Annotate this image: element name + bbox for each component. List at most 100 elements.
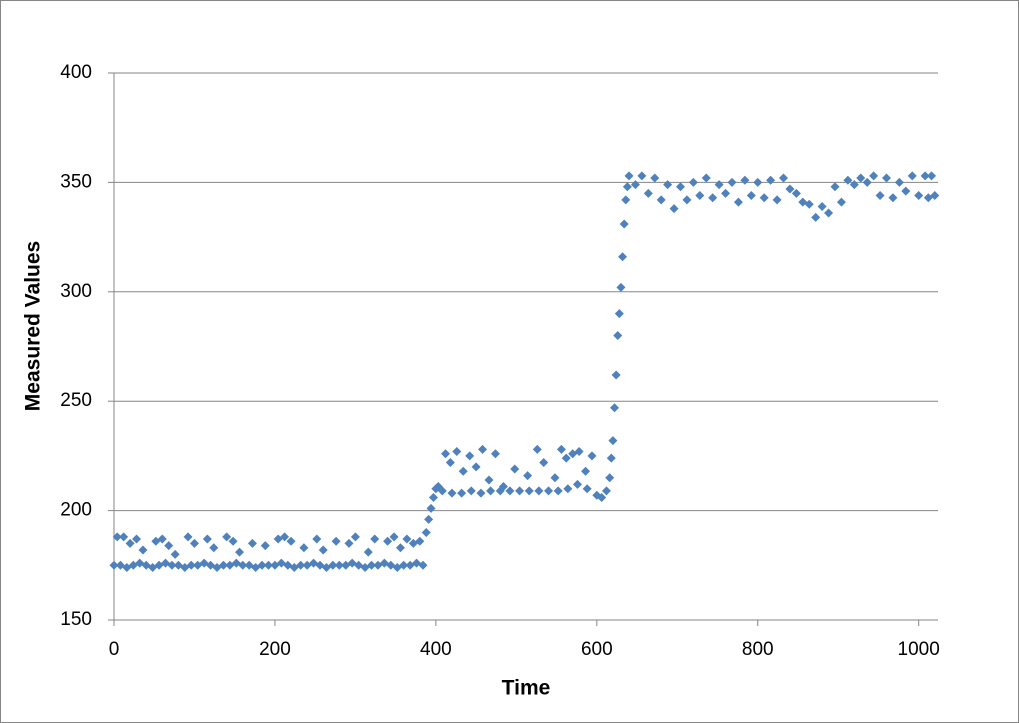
point bbox=[132, 534, 142, 544]
point bbox=[119, 532, 129, 542]
point bbox=[624, 171, 634, 181]
point bbox=[441, 449, 451, 459]
point bbox=[458, 466, 468, 476]
point bbox=[613, 331, 623, 341]
point bbox=[402, 534, 412, 544]
point bbox=[785, 184, 795, 194]
point bbox=[721, 188, 731, 198]
point bbox=[606, 453, 616, 463]
point bbox=[539, 457, 549, 467]
point bbox=[811, 212, 821, 222]
point bbox=[574, 447, 584, 457]
y-tick-label: 250 bbox=[60, 390, 92, 411]
point bbox=[532, 444, 542, 454]
point bbox=[189, 538, 199, 548]
point bbox=[447, 488, 457, 498]
point bbox=[238, 560, 248, 570]
point bbox=[484, 475, 494, 485]
point bbox=[222, 532, 232, 542]
point bbox=[286, 536, 296, 546]
point bbox=[331, 536, 341, 546]
x-tick-label: 200 bbox=[259, 639, 291, 660]
point bbox=[183, 532, 193, 542]
point bbox=[344, 538, 354, 548]
point bbox=[299, 543, 309, 553]
point bbox=[914, 191, 924, 201]
point bbox=[817, 201, 827, 211]
point bbox=[553, 486, 563, 496]
y-tick-label: 300 bbox=[60, 281, 92, 302]
point bbox=[587, 451, 597, 461]
point bbox=[669, 204, 679, 214]
point bbox=[573, 479, 582, 489]
point bbox=[556, 444, 566, 454]
point bbox=[927, 171, 937, 181]
point bbox=[471, 462, 481, 472]
point bbox=[727, 177, 737, 187]
point bbox=[740, 175, 750, 185]
point bbox=[415, 536, 425, 546]
point bbox=[424, 514, 434, 524]
point bbox=[421, 527, 431, 537]
point bbox=[437, 486, 447, 496]
point bbox=[663, 180, 673, 190]
point bbox=[882, 173, 891, 183]
point bbox=[561, 453, 571, 463]
point bbox=[581, 466, 591, 476]
point bbox=[733, 197, 743, 207]
point bbox=[428, 492, 438, 502]
point bbox=[618, 252, 628, 262]
point bbox=[622, 182, 632, 192]
point bbox=[614, 309, 624, 319]
point bbox=[186, 560, 196, 570]
point bbox=[247, 538, 257, 548]
point bbox=[334, 560, 344, 570]
x-tick-label: 600 bbox=[581, 639, 613, 660]
point bbox=[766, 175, 776, 185]
point bbox=[746, 191, 756, 201]
point bbox=[582, 484, 592, 494]
point bbox=[167, 560, 177, 570]
point bbox=[791, 188, 801, 198]
point bbox=[164, 541, 174, 551]
point bbox=[202, 534, 212, 544]
point bbox=[695, 191, 705, 201]
x-tick-label: 0 bbox=[109, 639, 120, 660]
point bbox=[550, 473, 560, 483]
point bbox=[363, 547, 373, 557]
y-tick-label: 350 bbox=[60, 171, 92, 192]
x-tick-label: 400 bbox=[420, 639, 452, 660]
point bbox=[869, 171, 879, 181]
point bbox=[907, 171, 917, 181]
point bbox=[260, 541, 270, 551]
point bbox=[637, 171, 647, 181]
point bbox=[597, 492, 607, 502]
point bbox=[759, 193, 769, 203]
x-axis-label: Time bbox=[502, 677, 551, 700]
y-tick-label: 150 bbox=[60, 609, 92, 630]
y-tick-label: 200 bbox=[60, 500, 92, 521]
x-tick-label: 1000 bbox=[898, 639, 940, 660]
point bbox=[708, 193, 718, 203]
point bbox=[498, 482, 508, 492]
point bbox=[418, 560, 428, 570]
point bbox=[465, 451, 475, 461]
point bbox=[608, 436, 618, 446]
point bbox=[616, 282, 626, 292]
point bbox=[515, 486, 525, 496]
point bbox=[611, 370, 621, 380]
point bbox=[280, 532, 290, 542]
point bbox=[426, 503, 436, 513]
point bbox=[621, 195, 631, 205]
point bbox=[843, 175, 853, 185]
point bbox=[109, 560, 119, 570]
point bbox=[601, 486, 611, 496]
point bbox=[779, 173, 788, 183]
point bbox=[901, 186, 911, 196]
point bbox=[457, 488, 467, 498]
point bbox=[510, 464, 520, 474]
point bbox=[466, 486, 476, 496]
